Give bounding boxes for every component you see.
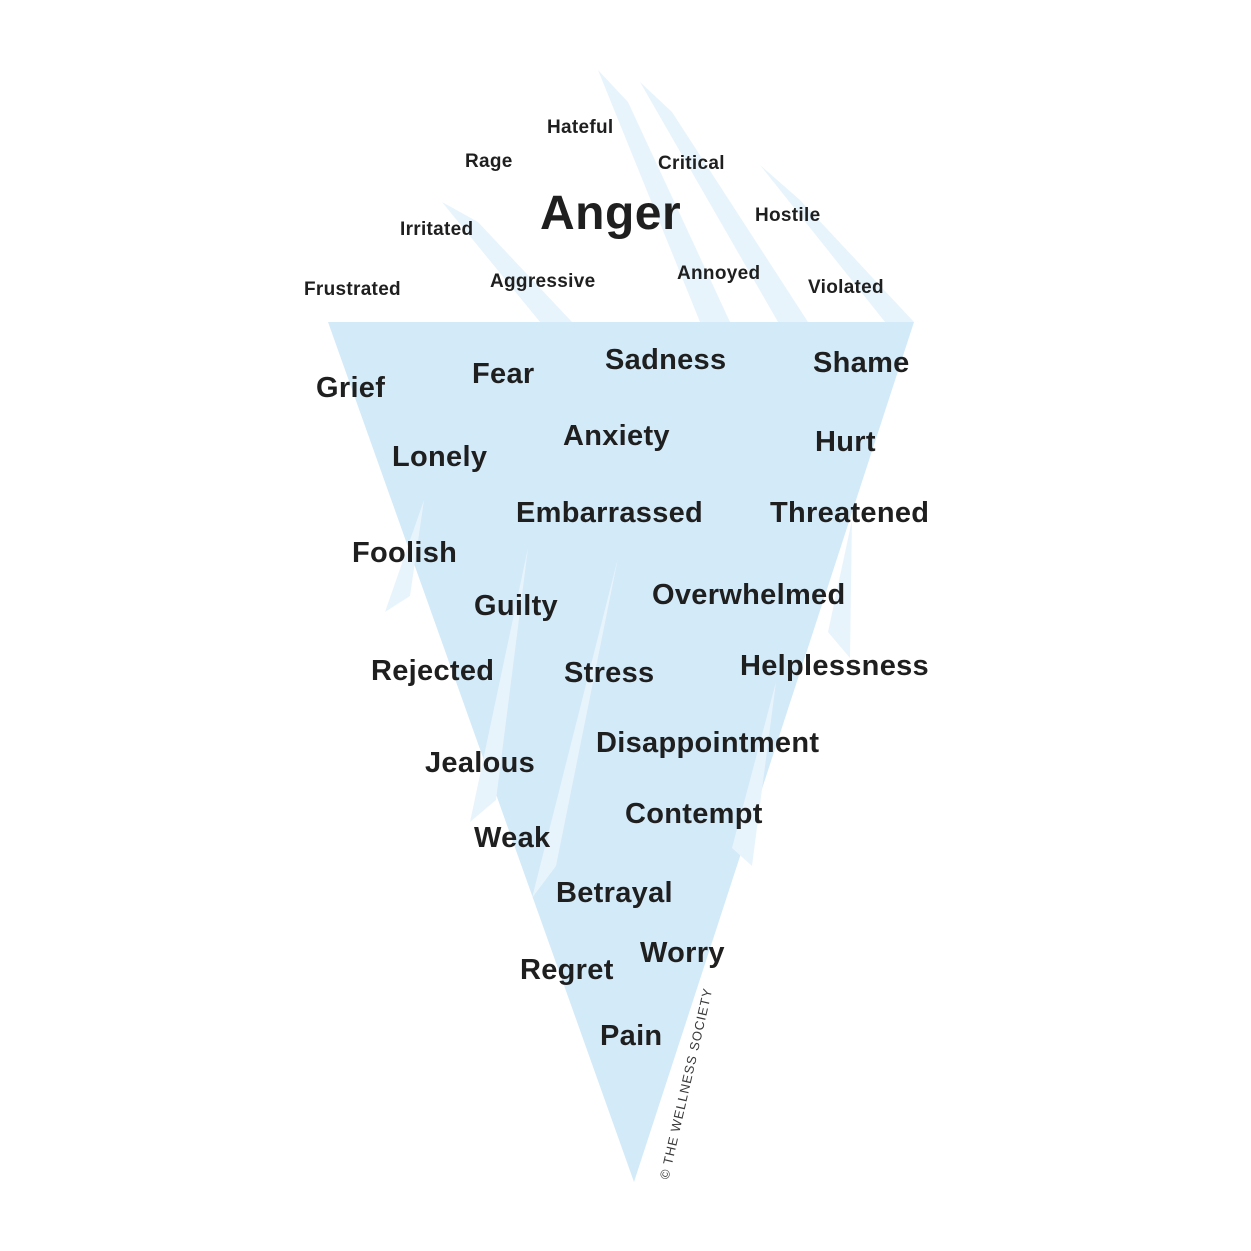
emotion-annoyed: Annoyed <box>677 263 761 284</box>
emotion-sadness: Sadness <box>605 344 727 376</box>
ice-highlight-5 <box>732 682 776 866</box>
emotion-irritated: Irritated <box>400 219 474 240</box>
emotion-stress: Stress <box>564 657 655 689</box>
ice-highlight-4 <box>828 520 852 658</box>
emotion-hurt: Hurt <box>815 426 876 458</box>
emotion-rejected: Rejected <box>371 655 495 687</box>
emotion-rage: Rage <box>465 151 513 172</box>
emotion-critical: Critical <box>658 153 725 174</box>
ice-highlight-3 <box>532 558 618 898</box>
emotion-weak: Weak <box>474 822 551 854</box>
emotion-anxiety: Anxiety <box>563 420 670 452</box>
emotion-helplessness: Helplessness <box>740 650 929 682</box>
tip-streak-3 <box>760 165 914 322</box>
emotion-jealous: Jealous <box>425 747 536 779</box>
emotion-anger: Anger <box>540 187 682 240</box>
emotion-embarrassed: Embarrassed <box>516 497 704 529</box>
emotion-grief: Grief <box>316 372 386 404</box>
emotion-lonely: Lonely <box>392 441 488 473</box>
emotion-hateful: Hateful <box>547 117 614 138</box>
emotion-regret: Regret <box>520 954 614 986</box>
emotion-foolish: Foolish <box>352 537 458 569</box>
emotion-worry: Worry <box>640 937 725 969</box>
emotion-fear: Fear <box>472 358 535 390</box>
emotion-hostile: Hostile <box>755 205 821 226</box>
emotion-frustrated: Frustrated <box>304 279 401 300</box>
emotion-aggressive: Aggressive <box>490 271 596 292</box>
tip-streak-2 <box>640 82 808 322</box>
ice-highlight-1 <box>385 500 424 612</box>
emotion-betrayal: Betrayal <box>556 877 673 909</box>
ice-highlight-2 <box>470 548 528 822</box>
tip-streak-1 <box>598 70 730 322</box>
emotion-contempt: Contempt <box>625 798 763 830</box>
emotion-guilty: Guilty <box>474 590 558 622</box>
submerged-iceberg <box>328 322 914 1182</box>
emotion-overwhelmed: Overwhelmed <box>652 579 846 611</box>
emotion-disappointment: Disappointment <box>596 727 820 759</box>
emotion-pain: Pain <box>600 1020 663 1052</box>
emotion-threatened: Threatened <box>770 497 930 529</box>
tip-streak-4 <box>442 202 572 322</box>
emotion-shame: Shame <box>813 347 910 379</box>
emotion-violated: Violated <box>808 277 884 298</box>
